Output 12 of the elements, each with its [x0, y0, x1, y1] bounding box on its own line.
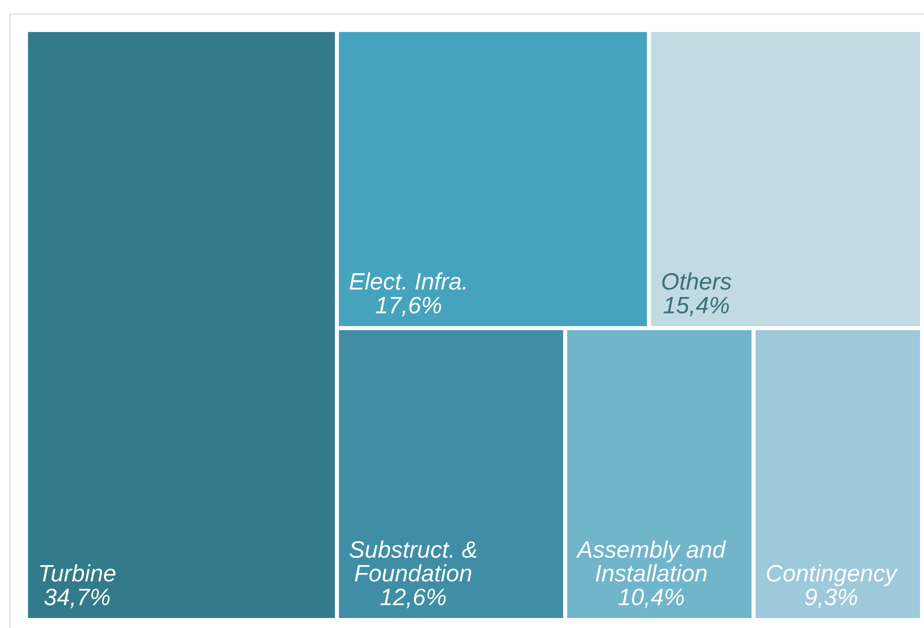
category-label: Turbine: [40, 564, 116, 582]
data-label: 34,7%: [44, 588, 110, 608]
category-label: Contingency: [766, 564, 898, 586]
data-label: 17,6%: [376, 296, 442, 316]
category-label: Assembly and Installation: [576, 540, 726, 582]
data-label: 15,4%: [664, 296, 729, 316]
category-label: Elect. Infra.: [350, 272, 466, 290]
category-label: Substruct. & Foundation: [350, 540, 476, 582]
data-label: 10,4%: [618, 588, 684, 608]
data-label: 9,3%: [805, 588, 858, 608]
category-label: Others: [662, 272, 732, 290]
data-label: 12,6%: [380, 588, 446, 608]
